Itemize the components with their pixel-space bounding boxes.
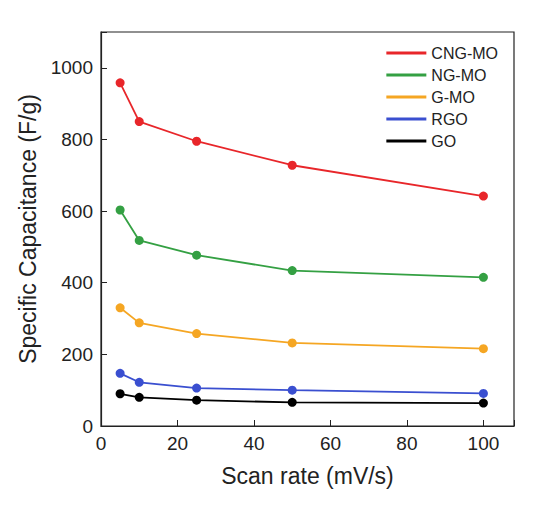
- svg-text:CNG-MO: CNG-MO: [431, 45, 498, 62]
- svg-text:RGO: RGO: [431, 111, 467, 128]
- svg-text:0: 0: [96, 433, 107, 454]
- svg-text:40: 40: [243, 433, 264, 454]
- svg-text:Scan rate (mV/s): Scan rate (mV/s): [221, 463, 394, 489]
- svg-text:100: 100: [468, 433, 500, 454]
- svg-text:60: 60: [320, 433, 341, 454]
- svg-text:800: 800: [61, 129, 93, 150]
- svg-text:80: 80: [396, 433, 417, 454]
- svg-text:600: 600: [61, 201, 93, 222]
- svg-text:GO: GO: [431, 133, 456, 150]
- svg-text:G-MO: G-MO: [431, 89, 475, 106]
- svg-text:NG-MO: NG-MO: [431, 67, 486, 84]
- svg-text:0: 0: [82, 416, 93, 437]
- svg-text:Specific Capacitance (F/g): Specific Capacitance (F/g): [15, 94, 41, 364]
- svg-text:200: 200: [61, 344, 93, 365]
- svg-text:20: 20: [167, 433, 188, 454]
- svg-text:1000: 1000: [51, 57, 93, 78]
- svg-text:400: 400: [61, 272, 93, 293]
